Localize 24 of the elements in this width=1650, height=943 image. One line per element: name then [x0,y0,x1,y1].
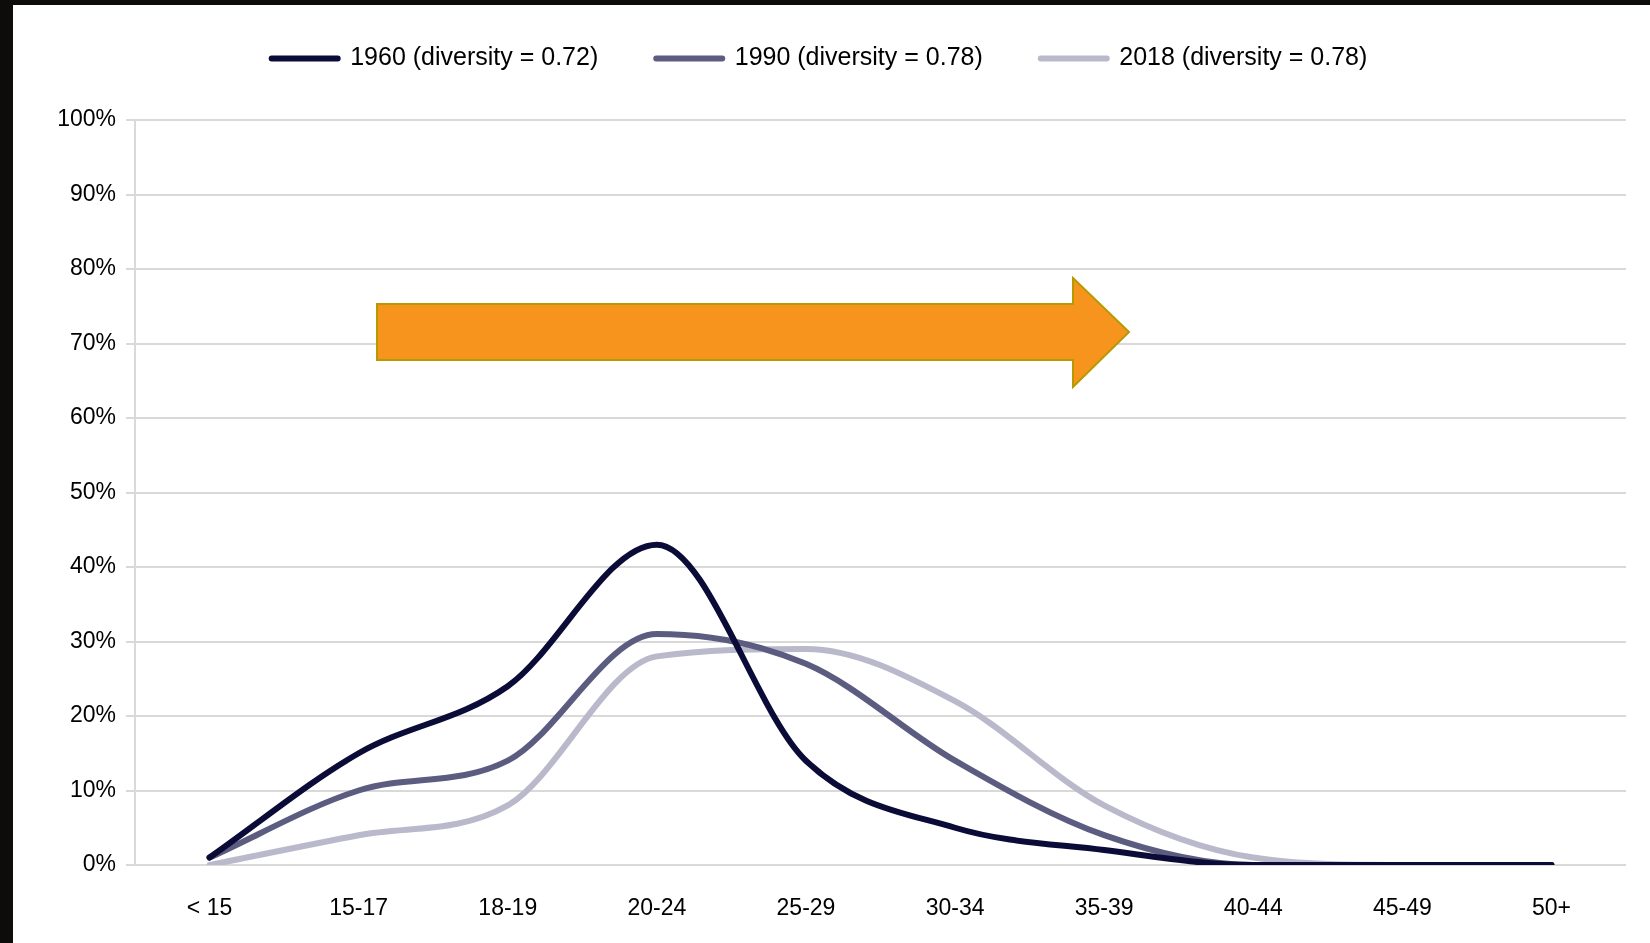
x-tick-label: < 15 [186,894,233,921]
x-tick-label: 35-39 [1074,894,1134,921]
legend-label: 2018 (diversity = 0.78) [1119,42,1368,71]
x-tick-label: 25-29 [776,894,836,921]
y-tick-label: 80% [69,254,116,281]
x-tick-label: 45-49 [1372,894,1432,921]
y-tick-label: 20% [69,701,116,728]
y-tick-label: 10% [69,775,116,802]
y-tick-label: 40% [69,552,116,579]
x-tick-label: 20-24 [627,894,687,921]
legend-label: 1960 (diversity = 0.72) [350,42,599,71]
x-tick-label: 40-44 [1223,894,1283,921]
y-tick-label: 30% [69,626,116,653]
x-tick-label: 30-34 [925,894,985,921]
y-tick-label: 70% [69,328,116,355]
x-tick-label: 15-17 [329,894,389,921]
y-tick-label: 90% [69,179,116,206]
legend-label: 1990 (diversity = 0.78) [734,42,983,71]
x-tick-label: 50+ [1531,894,1571,921]
x-tick-label: 18-19 [478,894,538,921]
y-tick-label: 0% [82,850,116,877]
y-tick-label: 60% [69,403,116,430]
y-tick-label: 100% [57,105,116,132]
y-tick-label: 50% [69,477,116,504]
